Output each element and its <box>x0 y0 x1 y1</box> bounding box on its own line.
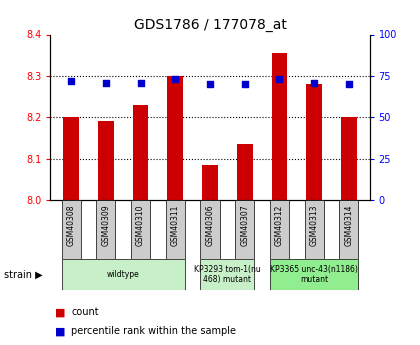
Bar <box>131 200 150 259</box>
Text: GSM40309: GSM40309 <box>101 205 110 246</box>
Text: ■: ■ <box>55 326 65 336</box>
Text: strain ▶: strain ▶ <box>4 269 43 279</box>
Title: GDS1786 / 177078_at: GDS1786 / 177078_at <box>134 18 286 32</box>
Point <box>345 81 352 87</box>
Bar <box>96 200 116 259</box>
Text: KP3293 tom-1(nu
468) mutant: KP3293 tom-1(nu 468) mutant <box>194 265 261 284</box>
Text: GSM40306: GSM40306 <box>205 205 215 246</box>
Bar <box>98 121 114 200</box>
Bar <box>237 144 252 200</box>
Bar <box>235 200 254 259</box>
Text: GSM40311: GSM40311 <box>171 205 180 246</box>
Text: GSM40312: GSM40312 <box>275 205 284 246</box>
Point <box>137 80 144 85</box>
Point <box>241 81 248 87</box>
Bar <box>200 200 220 259</box>
Bar <box>339 200 358 259</box>
Point <box>68 78 75 83</box>
Bar <box>341 117 357 200</box>
Bar <box>304 200 324 259</box>
Bar <box>133 105 148 200</box>
Point <box>172 77 178 82</box>
Text: KP3365 unc-43(n1186)
mutant: KP3365 unc-43(n1186) mutant <box>270 265 358 284</box>
Bar <box>270 200 289 259</box>
Text: percentile rank within the sample: percentile rank within the sample <box>71 326 236 336</box>
Text: GSM40310: GSM40310 <box>136 205 145 246</box>
Bar <box>168 76 183 200</box>
Bar <box>202 165 218 200</box>
Text: GSM40313: GSM40313 <box>310 205 319 246</box>
Bar <box>272 53 287 200</box>
Text: wildtype: wildtype <box>107 270 139 279</box>
Bar <box>62 259 185 290</box>
Bar <box>306 84 322 200</box>
Bar <box>270 259 358 290</box>
Text: ■: ■ <box>55 307 65 317</box>
Bar <box>63 117 79 200</box>
Bar <box>62 200 81 259</box>
Bar <box>200 259 254 290</box>
Point <box>311 80 318 85</box>
Bar <box>166 200 185 259</box>
Text: GSM40314: GSM40314 <box>344 205 353 246</box>
Point <box>102 80 109 85</box>
Point <box>207 81 213 87</box>
Point <box>276 77 283 82</box>
Text: GSM40307: GSM40307 <box>240 205 249 246</box>
Text: count: count <box>71 307 99 317</box>
Text: GSM40308: GSM40308 <box>67 205 76 246</box>
